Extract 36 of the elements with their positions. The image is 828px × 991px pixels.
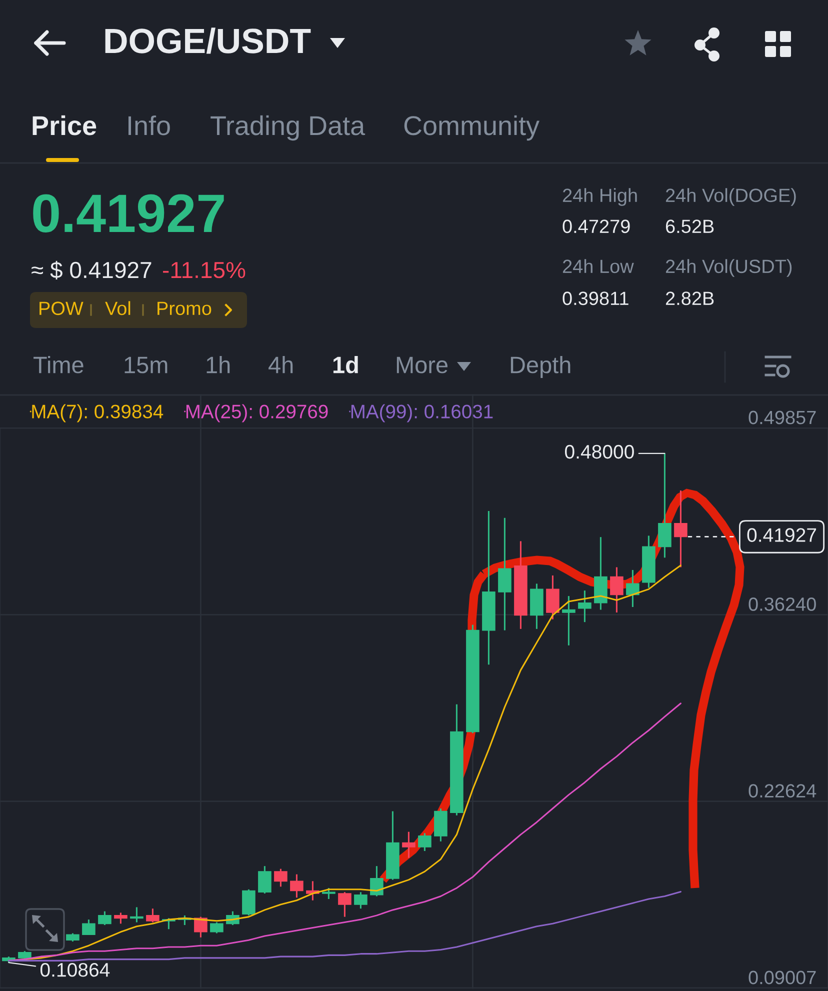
text: Info (128, 115, 170, 136)
text: 15m (124, 356, 168, 374)
text: 24h Low (562, 259, 634, 274)
y-tick-label: 0.36240 (748, 597, 816, 611)
text: Vol (105, 301, 130, 316)
text: Price (32, 115, 96, 136)
text: 2.82B (666, 292, 714, 306)
text: Time (34, 356, 84, 374)
text: 0.39811 (562, 292, 628, 306)
text: 24h Vol(USDT) (666, 259, 792, 277)
y-tick-label: 0.09007 (748, 970, 816, 984)
legend-label: MA(99): 0.16031 (351, 404, 493, 422)
y-tick-label: 0.22624 (748, 784, 816, 798)
text: 4h (268, 356, 293, 374)
text: 0.41927 (33, 194, 224, 232)
text: 6.52B (666, 220, 714, 234)
chart-title: DOGE/USDT (105, 28, 311, 54)
text: 24h High (562, 188, 637, 206)
text: Trading Data (210, 115, 366, 141)
text: 24h Vol(DOGE) (666, 188, 796, 206)
annotation: 0.48000 (564, 444, 634, 459)
y-tick-label: 0.49857 (748, 410, 816, 424)
text: Depth (510, 356, 570, 378)
ref-line-label: 0.41927 (747, 528, 816, 542)
text: -11.15% (163, 262, 246, 278)
text: More (396, 356, 448, 374)
text: 1d (333, 356, 358, 374)
text: Promo (158, 302, 212, 316)
text: Community (404, 115, 540, 141)
text: POW (40, 302, 84, 316)
annotation: 0.10864 (40, 962, 110, 977)
text: 0.47279 (562, 220, 630, 234)
legend-label: MA(25): 0.29769 (186, 404, 328, 422)
text: ≈ $ 0.41927 (32, 260, 152, 280)
legend-label: MA(7): 0.39834 (32, 404, 164, 422)
text: 1h (206, 356, 230, 374)
